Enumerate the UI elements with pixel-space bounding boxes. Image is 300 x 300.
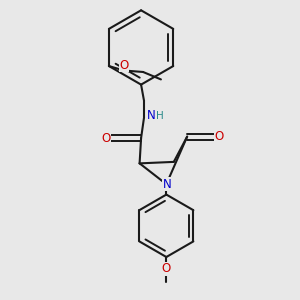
- Text: O: O: [119, 58, 128, 72]
- Text: H: H: [156, 111, 164, 122]
- Text: N: N: [163, 178, 171, 191]
- Text: N: N: [147, 109, 156, 122]
- Text: O: O: [162, 262, 171, 275]
- Text: O: O: [101, 132, 111, 145]
- Text: O: O: [214, 130, 224, 143]
